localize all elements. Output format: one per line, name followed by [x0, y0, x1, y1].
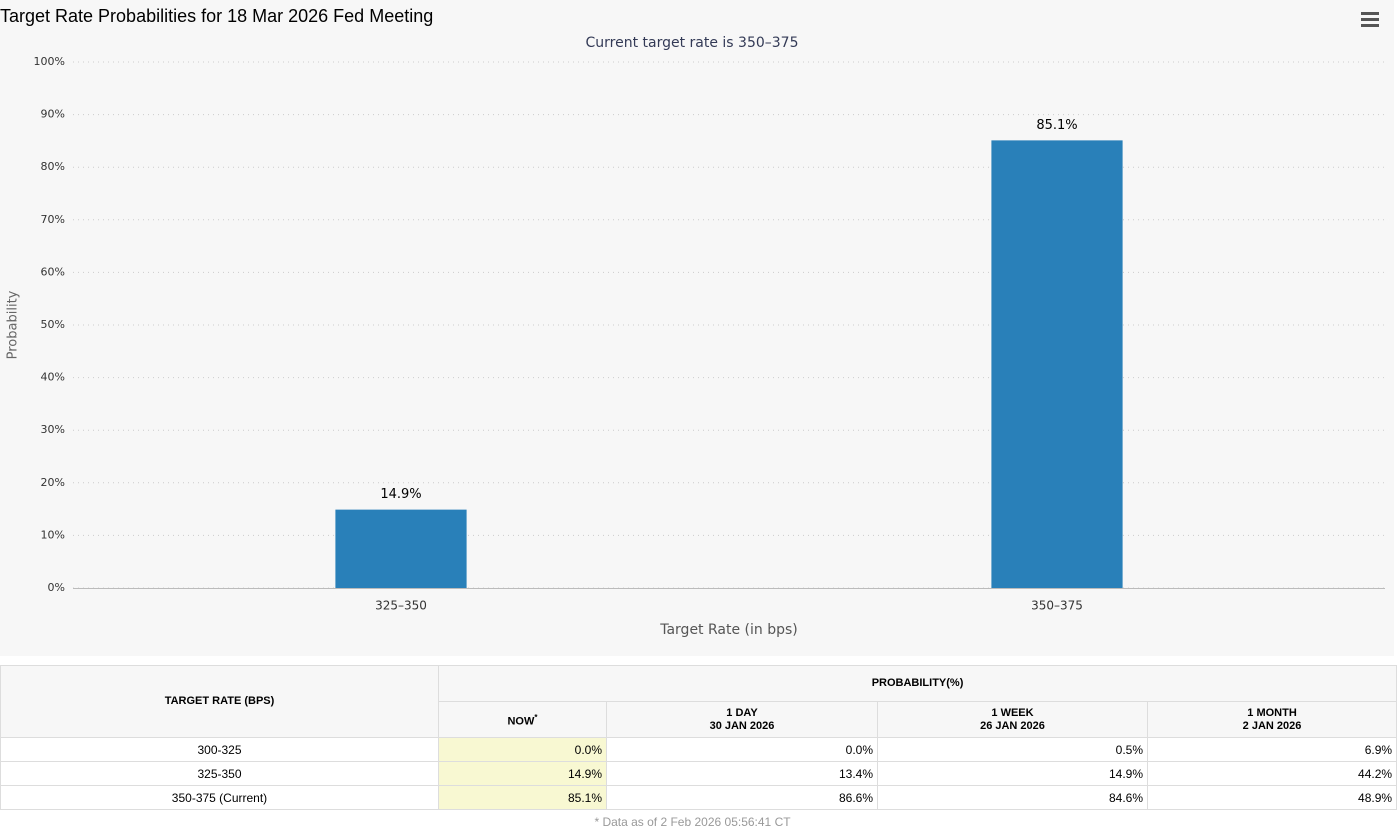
value-cell: 14.9% — [877, 761, 1148, 786]
value-cell: 44.2% — [1146, 761, 1398, 786]
column-date: 30 JAN 2026 — [709, 719, 775, 732]
menu-bar[interactable] — [1361, 24, 1379, 27]
column-date: 2 JAN 2026 — [1242, 719, 1302, 732]
value-cell: 14.9% — [438, 761, 607, 786]
y-tick-label: 50% — [41, 318, 65, 331]
subheader-row: NOW* 1 DAY 30 JAN 2026 1 WEEK 26 JAN 2026 1 M… — [1, 701, 1398, 738]
x-axis-label: Target Rate (in bps) — [659, 622, 798, 638]
header-row: TARGET RATE (BPS) PROBABILITY(%) — [0, 665, 1398, 738]
data-row: 300-325 0.0% 0.0% 0.5% 6.9% — [0, 737, 1398, 762]
value-cell: 0.5% — [877, 737, 1148, 762]
value-cell: 13.4% — [606, 761, 878, 786]
header-cell: TARGET RATE (BPS) — [0, 665, 439, 738]
column-label: NOW — [507, 715, 535, 728]
group-header: PROBABILITY(%) — [437, 665, 1398, 702]
x-tick-label: 350–375 — [1031, 599, 1083, 613]
probability-table: TARGET RATE (BPS) PROBABILITY(%) NOW* 1 DAY… — [0, 665, 1398, 810]
column-header: 1 WEEK 26 JAN 2026 — [877, 701, 1148, 738]
column-label: 1 WEEK — [991, 706, 1034, 719]
column-header: NOW* — [438, 701, 607, 738]
menu-button[interactable] — [1361, 12, 1379, 27]
chart-background — [0, 0, 1394, 656]
data-label: 14.9% — [380, 487, 421, 502]
column-date: 26 JAN 2026 — [980, 719, 1045, 732]
chart-title: Target Rate Probabilities for 18 Mar 202… — [0, 6, 433, 26]
value-cell: 0.0% — [438, 737, 607, 762]
column-header: 1 MONTH 2 JAN 2026 — [1146, 701, 1398, 738]
y-tick-label: 70% — [41, 213, 65, 226]
value-cell: 6.9% — [1146, 737, 1398, 762]
value-cell: 0.0% — [606, 737, 878, 762]
value-cell: 86.6% — [606, 785, 878, 810]
footnote: * Data as of 2 Feb 2026 05:56:41 CT — [594, 815, 791, 829]
menu-bar[interactable] — [1361, 18, 1379, 21]
column-label: 1 DAY — [726, 706, 758, 719]
y-tick-label: 80% — [41, 160, 65, 173]
column-header: 1 DAY 30 JAN 2026 — [606, 701, 878, 738]
column-note: * — [534, 712, 538, 722]
y-tick-label: 0% — [48, 581, 65, 594]
data-row: 325-350 14.9% 13.4% 14.9% 44.2% — [0, 761, 1398, 786]
value-cell: 84.6% — [877, 785, 1148, 810]
column-label: 1 MONTH — [1247, 706, 1297, 719]
data-row: 350-375 (Current) 85.1% 86.6% 84.6% 48.9% — [0, 785, 1398, 810]
menu-bar[interactable] — [1361, 12, 1379, 15]
y-tick-label: 40% — [41, 371, 65, 384]
x-tick-label: 325–350 — [375, 599, 427, 613]
y-tick-label: 20% — [41, 476, 65, 489]
rate-cell: 300-325 — [0, 737, 439, 762]
y-tick-label: 90% — [41, 108, 65, 121]
bar — [335, 509, 467, 588]
chart: Target Rate Probabilities for 18 Mar 202… — [0, 0, 1394, 656]
bar — [991, 140, 1123, 588]
y-axis-label: Probability — [6, 290, 21, 359]
rate-cell: 325-350 — [0, 761, 439, 786]
data-label: 85.1% — [1036, 118, 1077, 133]
y-tick-label: 60% — [41, 265, 65, 278]
value-cell: 85.1% — [438, 785, 607, 810]
chart-subtitle: Current target rate is 350–375 — [585, 35, 798, 51]
y-tick-label: 10% — [41, 528, 65, 541]
rate-cell: 350-375 (Current) — [0, 785, 439, 810]
y-tick-label: 100% — [34, 55, 65, 68]
value-cell: 48.9% — [1146, 785, 1398, 810]
y-tick-label: 30% — [41, 423, 65, 436]
